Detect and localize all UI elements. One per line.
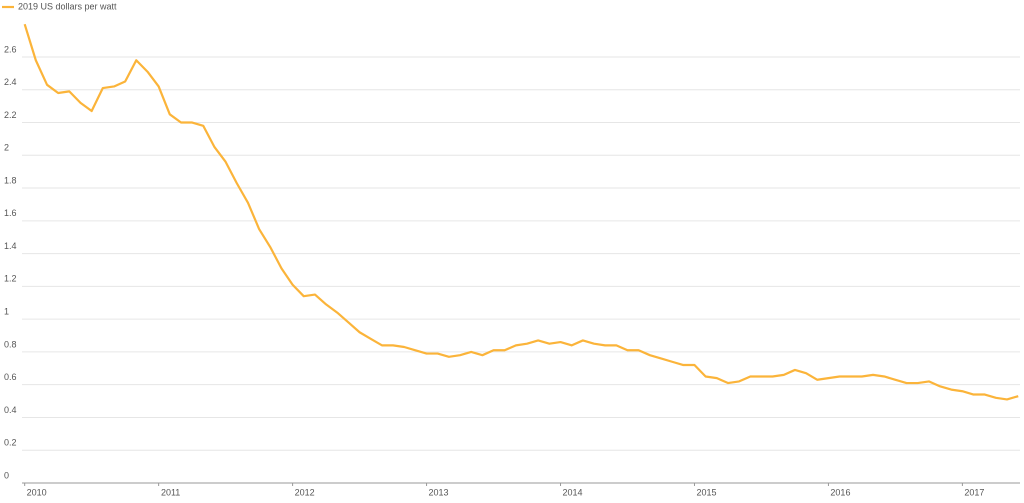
y-tick-label: 0.6: [4, 372, 17, 382]
y-tick-label: 1.6: [4, 208, 17, 218]
y-tick-label: 2.2: [4, 110, 17, 120]
x-tick-label: 2014: [563, 487, 583, 497]
y-tick-label: 2: [4, 143, 9, 153]
data-line: [23, 23, 1019, 401]
y-tick-label: 0.8: [4, 339, 17, 349]
y-tick-label: 1.2: [4, 274, 17, 284]
legend-label: 2019 US dollars per watt: [18, 1, 117, 11]
x-tick-label: 2011: [161, 487, 180, 497]
x-tick-label: 2012: [295, 487, 315, 497]
y-tick-label: 1: [4, 307, 9, 317]
x-tick-label: 2013: [429, 487, 449, 497]
y-tick-label: 2.4: [4, 77, 17, 87]
y-tick-label: 1.8: [4, 175, 17, 185]
y-tick-label: 2.6: [4, 44, 17, 54]
x-tick-label: 2016: [830, 487, 850, 497]
y-tick-label: 0.4: [4, 405, 17, 415]
y-tick-label: 0: [4, 470, 9, 480]
x-tick-label: 2010: [27, 487, 47, 497]
y-tick-label: 1.4: [4, 241, 17, 251]
x-tick-label: 2015: [696, 487, 716, 497]
x-tick-label: 2017: [964, 487, 984, 497]
y-tick-label: 0.2: [4, 438, 17, 448]
